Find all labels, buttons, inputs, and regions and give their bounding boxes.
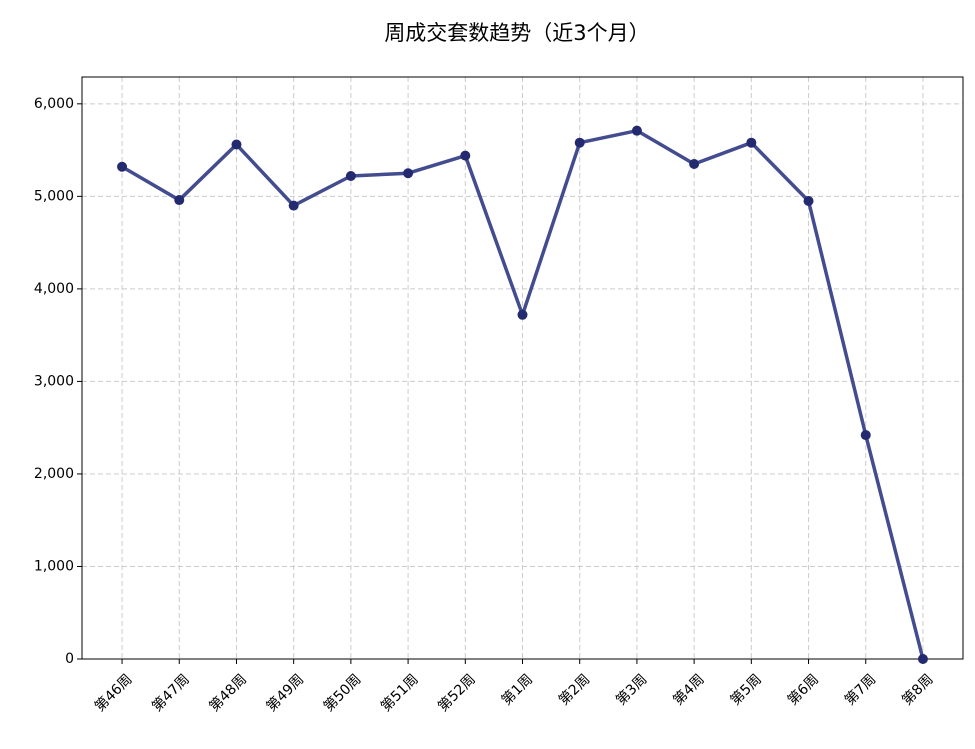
y-tick-label: 0 [65,651,74,667]
x-tick-label: 第51周 [377,671,421,715]
point [403,168,414,179]
x-tick-label: 第8周 [898,671,936,709]
y-tick-label: 1,000 [34,558,74,574]
x-tick-label: 第5周 [727,671,765,709]
x-tick-label: 第1周 [498,671,536,709]
point [860,430,871,441]
point [174,195,185,206]
y-tick-label: 3,000 [34,373,74,389]
x-tick-label: 第7周 [841,671,879,709]
point [746,137,757,148]
point [117,161,128,172]
x-tick-label: 第50周 [320,671,364,715]
point [288,200,299,211]
x-tick-label: 第2周 [555,671,593,709]
point [460,150,471,161]
x-tick-label: 第49周 [263,671,307,715]
point [631,125,642,136]
x-tick-label: 第4周 [670,671,708,709]
y-tick-label: 2,000 [34,466,74,482]
chart-title: 周成交套数趋势（近3个月） [384,21,649,45]
point [689,158,700,169]
x-tick-label: 第3周 [612,671,650,709]
x-tick-label: 第46周 [91,671,135,715]
x-tick-label: 第52周 [434,671,478,715]
point [574,137,585,148]
point [803,195,814,206]
point [917,654,928,664]
y-tick-label: 6,000 [34,96,74,112]
y-tick-label: 4,000 [34,281,74,297]
plot-frame [81,76,964,660]
x-tick-label: 第6周 [784,671,822,709]
point [231,139,242,150]
y-tick-label: 5,000 [34,188,74,204]
point [517,309,528,320]
x-tick-label: 第47周 [148,671,192,715]
x-tick-label: 第48周 [206,671,250,715]
point [345,171,356,182]
